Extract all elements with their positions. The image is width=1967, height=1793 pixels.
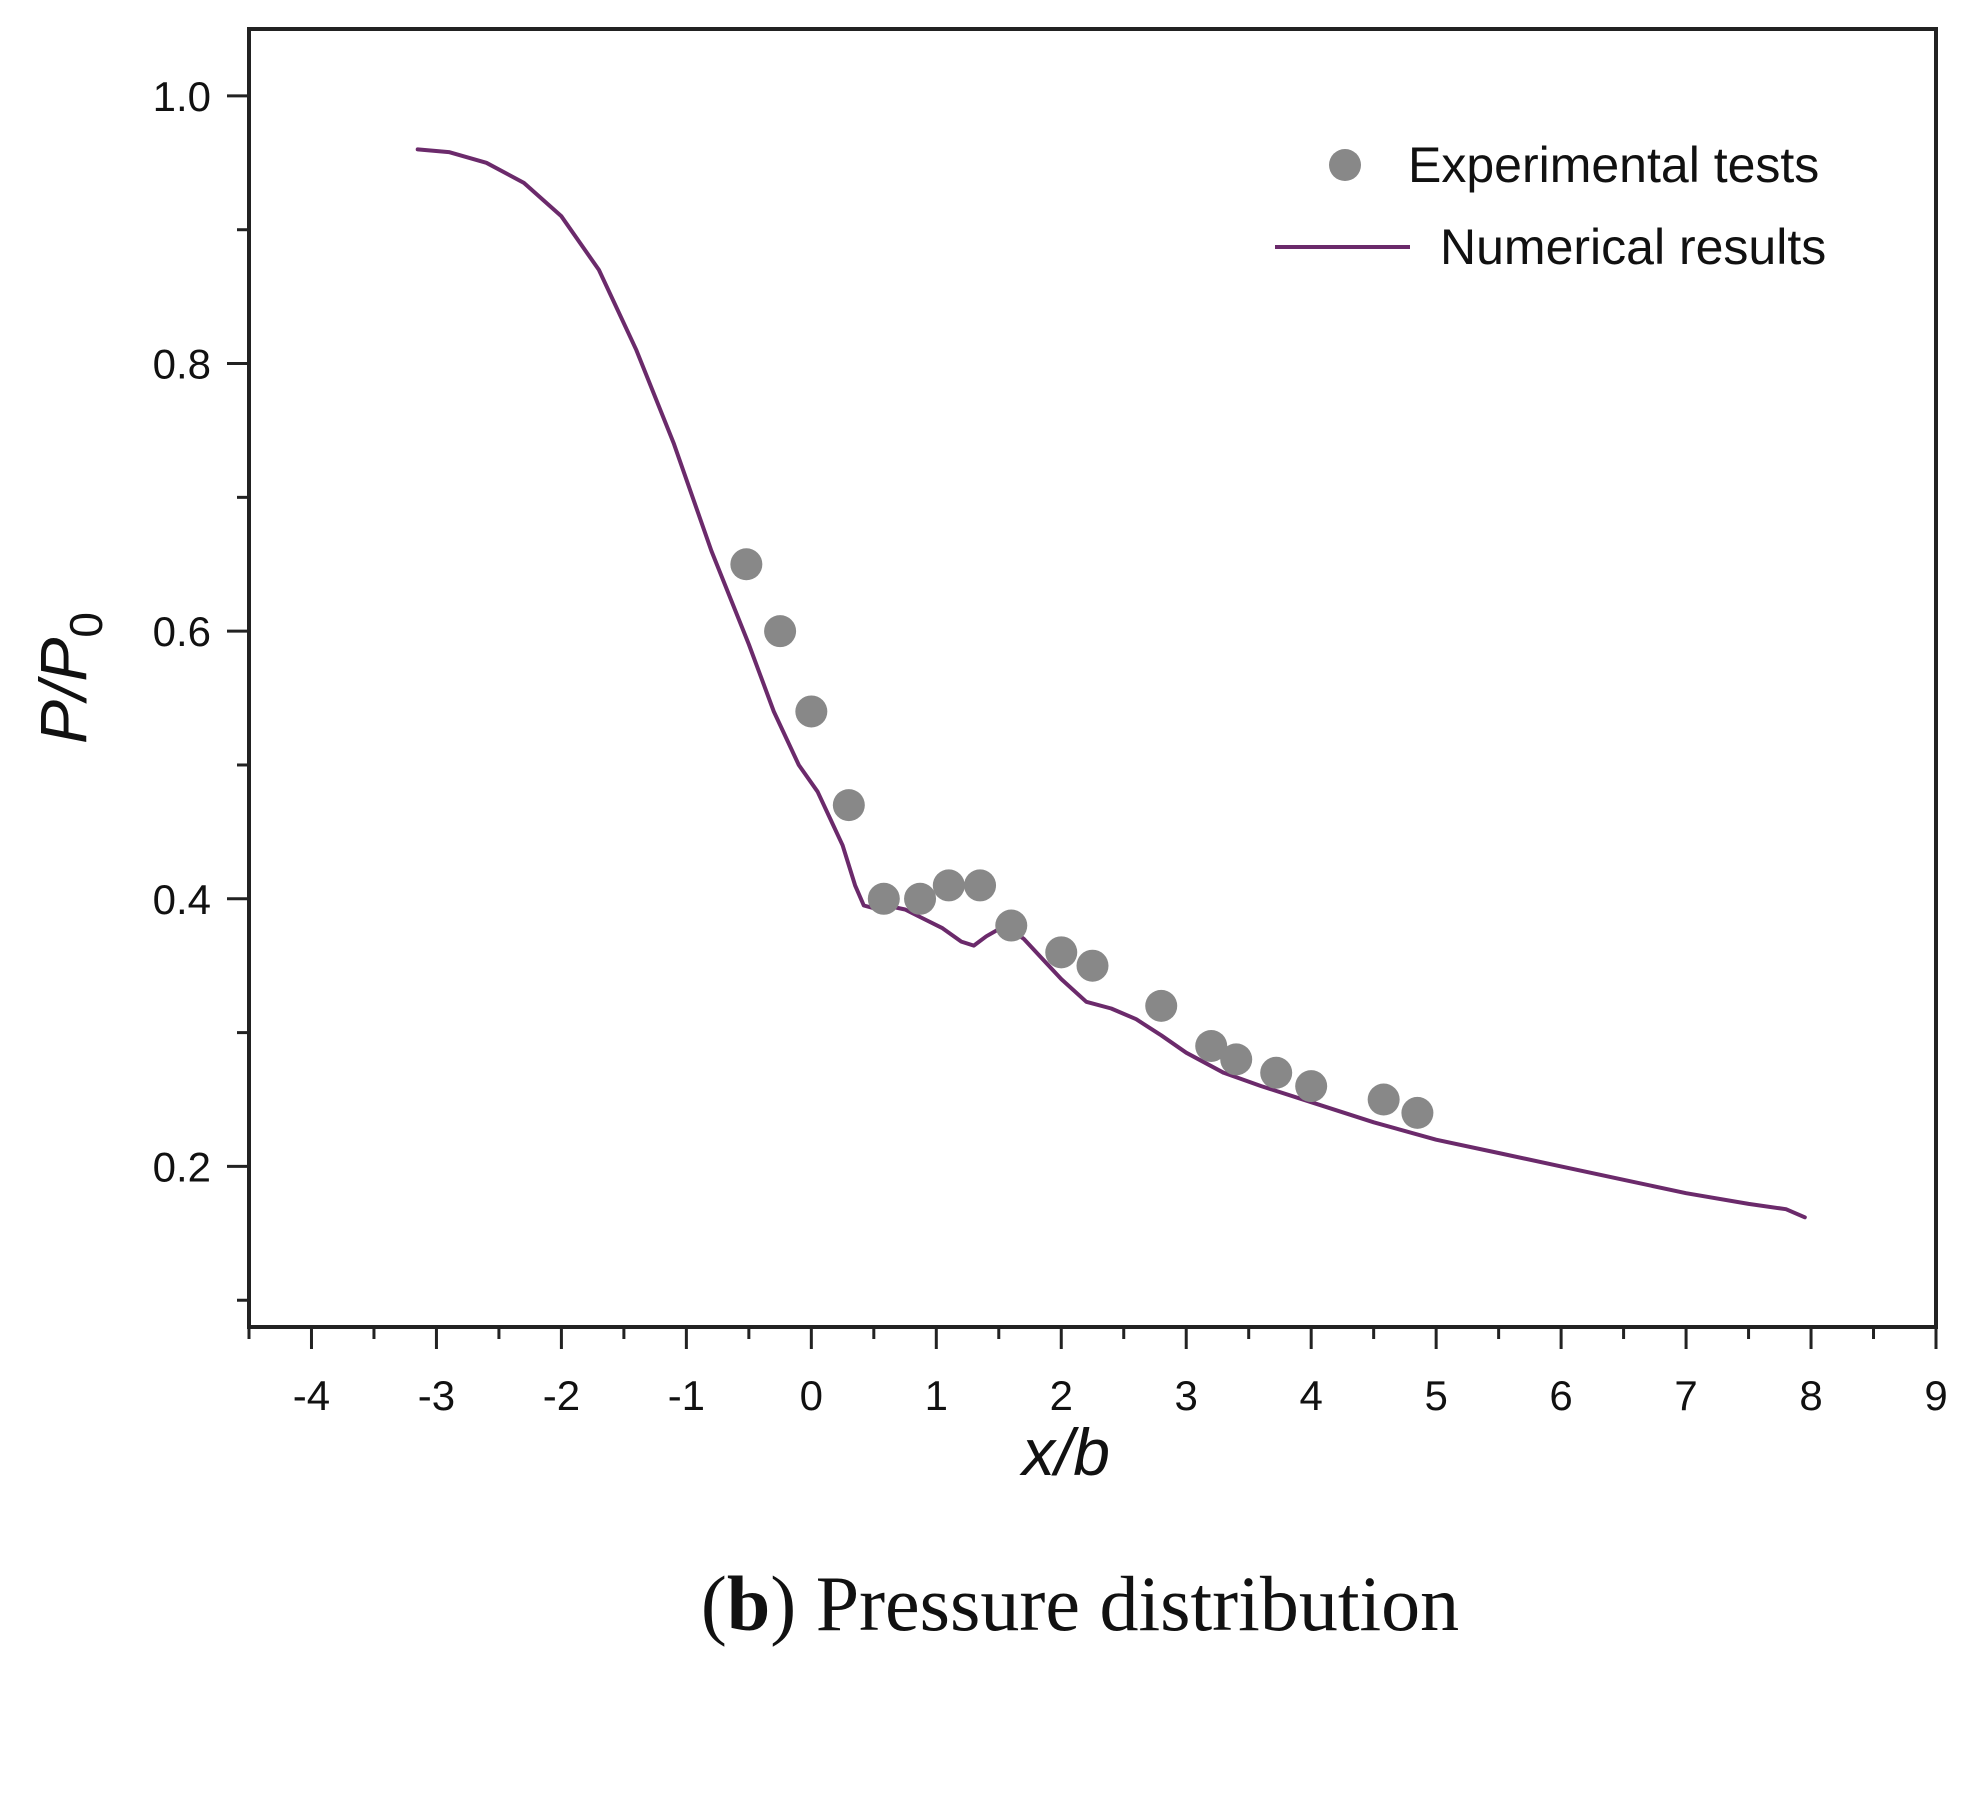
y-axis: 0.2 0.4 0.6 0.8 1.0 bbox=[153, 73, 249, 1302]
experimental-point bbox=[1367, 1083, 1400, 1116]
legend-label-numerical: Numerical results bbox=[1440, 219, 1826, 275]
experimental-point bbox=[867, 882, 900, 915]
y-tick-label: 0.4 bbox=[153, 876, 211, 923]
plot-frame bbox=[247, 27, 1938, 1329]
experimental-point bbox=[964, 869, 997, 902]
caption-open-paren: ( bbox=[700, 1560, 727, 1647]
x-axis: -4 -3 -2 -1 0 1 2 3 4 5 6 7 8 9 bbox=[247, 1327, 1948, 1419]
x-tick-label: 4 bbox=[1300, 1372, 1323, 1419]
x-tick-label: 6 bbox=[1549, 1372, 1572, 1419]
x-tick-label: 0 bbox=[800, 1372, 823, 1419]
experimental-point bbox=[1045, 936, 1078, 969]
numerical-results-line bbox=[415, 147, 1807, 1220]
experimental-point bbox=[764, 615, 797, 648]
experimental-point bbox=[1260, 1056, 1293, 1089]
x-tick-label: 7 bbox=[1674, 1372, 1697, 1419]
experimental-point bbox=[995, 909, 1028, 942]
x-tick-label: 5 bbox=[1424, 1372, 1447, 1419]
x-tick-label: -1 bbox=[668, 1372, 705, 1419]
experimental-point bbox=[904, 882, 937, 915]
experimental-point bbox=[832, 789, 865, 822]
caption-text: ) Pressure distribution bbox=[770, 1560, 1460, 1647]
experimental-point bbox=[932, 869, 965, 902]
x-tick-label: 3 bbox=[1175, 1372, 1198, 1419]
experimental-point bbox=[795, 695, 828, 728]
experimental-point bbox=[730, 548, 763, 581]
legend-label-experimental: Experimental tests bbox=[1408, 137, 1819, 193]
experimental-point bbox=[1076, 949, 1109, 982]
x-tick-label: -3 bbox=[418, 1372, 455, 1419]
x-tick-label: 2 bbox=[1050, 1372, 1073, 1419]
experimental-point bbox=[1145, 989, 1178, 1022]
experimental-point bbox=[1401, 1096, 1434, 1129]
figure-caption: (b) Pressure distribution bbox=[0, 1565, 1967, 1643]
experimental-point bbox=[1220, 1043, 1253, 1076]
experimental-points bbox=[730, 548, 1434, 1129]
experimental-point bbox=[1295, 1070, 1328, 1103]
y-tick-label: 0.6 bbox=[153, 608, 211, 655]
x-tick-label: -2 bbox=[543, 1372, 580, 1419]
legend: Experimental tests Numerical results bbox=[1275, 137, 1826, 275]
y-tick-label: 1.0 bbox=[153, 73, 211, 120]
caption-letter: b bbox=[726, 1560, 771, 1647]
y-axis-title-subscript: 0 bbox=[60, 612, 112, 638]
y-axis-title-main: P/P bbox=[26, 638, 100, 744]
x-tick-label: -4 bbox=[293, 1372, 330, 1419]
x-axis-title: x/b bbox=[1019, 1415, 1110, 1489]
y-tick-label: 0.8 bbox=[153, 341, 211, 388]
x-tick-label: 1 bbox=[925, 1372, 948, 1419]
y-axis-title: P/P0 bbox=[26, 612, 112, 744]
experimental-point bbox=[1195, 1029, 1228, 1062]
x-tick-label: 9 bbox=[1924, 1372, 1947, 1419]
y-tick-label: 0.2 bbox=[153, 1143, 211, 1190]
x-tick-label: 8 bbox=[1799, 1372, 1822, 1419]
legend-marker-experimental bbox=[1329, 149, 1361, 181]
